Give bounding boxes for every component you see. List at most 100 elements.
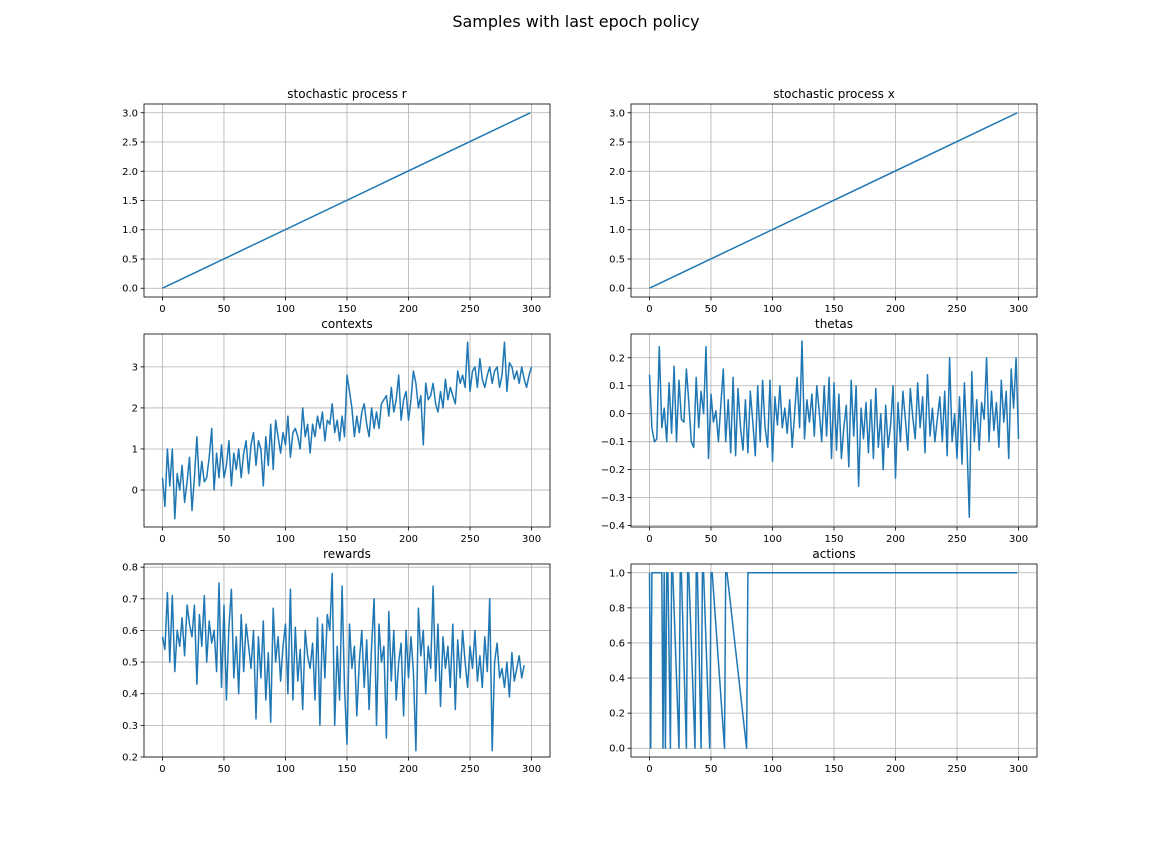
series-line [161, 572, 525, 752]
x-tick-label: 50 [705, 764, 718, 775]
y-tick-label: 2.0 [609, 167, 625, 178]
x-tick-label: 200 [399, 764, 418, 775]
y-tick-label: 2.5 [122, 138, 138, 149]
y-tick-label: 1.5 [122, 196, 138, 207]
subplot-title: contexts [321, 317, 372, 331]
y-tick-label: 1.0 [609, 568, 625, 579]
x-tick-label: 150 [824, 304, 843, 315]
x-tick-label: 200 [886, 534, 905, 545]
x-tick-label: 50 [705, 534, 718, 545]
y-tick-label: 2.5 [609, 138, 625, 149]
y-tick-label: 3 [132, 362, 138, 373]
series-line [161, 341, 533, 520]
y-tick-label: 0.6 [609, 638, 625, 649]
x-tick-label: 200 [399, 534, 418, 545]
subplot-title: stochastic process x [773, 87, 895, 101]
x-tick-label: 50 [218, 304, 231, 315]
x-tick-label: 300 [522, 304, 541, 315]
subplot-title: stochastic process r [287, 87, 406, 101]
subplot-title: thetas [815, 317, 853, 331]
axes-frame [143, 103, 551, 298]
axes-frame [630, 333, 1038, 528]
y-tick-label: 0.5 [122, 658, 138, 669]
y-tick-label: −0.4 [601, 521, 625, 532]
x-tick-label: 300 [522, 764, 541, 775]
series-line [648, 572, 1018, 749]
x-tick-label: 200 [886, 764, 905, 775]
subplot-rewards: rewards 0 50 100 150 200 250 300 0.2 0.3 0.4 0.5 0.6… [122, 547, 551, 775]
series-line [648, 340, 1020, 518]
y-tick-label: 0.4 [609, 674, 625, 685]
x-tick-label: 50 [705, 304, 718, 315]
y-tick-label: 0.0 [609, 409, 625, 420]
y-tick-label: 3.0 [609, 108, 625, 119]
x-tick-label: 150 [337, 304, 356, 315]
x-tick-label: 50 [218, 534, 231, 545]
subplot-thetas: thetas 0 50 100 150 200 250 300 −0.4 −0.3 −0.2 −0.1… [601, 317, 1038, 545]
x-tick-label: 0 [646, 534, 652, 545]
y-tick-label: 0.5 [122, 254, 138, 265]
series-line [649, 112, 1018, 289]
x-tick-label: 100 [763, 764, 782, 775]
x-tick-label: 100 [763, 534, 782, 545]
y-tick-label: 2.0 [122, 167, 138, 178]
subplot-stochastic-process-x: stochastic process x 0 50 100 150 200 250 300 0.… [609, 87, 1038, 315]
x-tick-label: 150 [337, 764, 356, 775]
y-tick-label: 3.0 [122, 108, 138, 119]
y-tick-label: 0.2 [609, 709, 625, 720]
figure-title: Samples with last epoch policy [452, 12, 700, 31]
y-tick-label: 0 [132, 486, 138, 497]
subplot-title: actions [812, 547, 855, 561]
x-tick-label: 200 [399, 304, 418, 315]
x-tick-label: 250 [460, 534, 479, 545]
x-tick-label: 100 [276, 534, 295, 545]
x-tick-label: 250 [460, 764, 479, 775]
axes-frame [143, 333, 551, 528]
subplot-title: rewards [323, 547, 371, 561]
y-tick-label: −0.1 [601, 437, 625, 448]
x-tick-label: 250 [947, 764, 966, 775]
y-tick-label: 1.0 [609, 225, 625, 236]
x-tick-label: 300 [1009, 534, 1028, 545]
x-tick-label: 0 [159, 764, 165, 775]
y-tick-label: 0.4 [122, 689, 138, 700]
axes-frame [143, 563, 551, 758]
y-tick-label: 2 [132, 403, 138, 414]
x-tick-label: 100 [763, 304, 782, 315]
axes-frame [630, 103, 1038, 298]
y-tick-label: 0.3 [122, 721, 138, 732]
subplot-contexts: contexts 0 50 100 150 200 250 300 0 1 2 3 [132, 317, 551, 545]
y-tick-label: 1.0 [122, 225, 138, 236]
x-tick-label: 0 [646, 304, 652, 315]
y-tick-label: 0.0 [609, 284, 625, 295]
y-tick-label: 0.0 [122, 284, 138, 295]
axes-frame [630, 563, 1038, 758]
x-tick-label: 300 [1009, 764, 1028, 775]
x-tick-label: 150 [824, 764, 843, 775]
y-tick-label: 0.6 [122, 626, 138, 637]
x-tick-label: 250 [947, 304, 966, 315]
y-tick-label: 0.8 [122, 563, 138, 574]
x-tick-label: 0 [159, 534, 165, 545]
x-tick-label: 250 [460, 304, 479, 315]
y-tick-label: 0.8 [609, 603, 625, 614]
y-tick-label: 1 [132, 444, 138, 455]
y-tick-label: 1.5 [609, 196, 625, 207]
x-tick-label: 0 [646, 764, 652, 775]
subplot-stochastic-process-r: stochastic process r 0 50 100 150 200 250 300 0.… [122, 87, 551, 315]
y-tick-label: 0.0 [609, 744, 625, 755]
y-tick-label: 0.2 [609, 353, 625, 364]
x-tick-label: 150 [337, 534, 356, 545]
x-tick-label: 150 [824, 534, 843, 545]
x-tick-label: 200 [886, 304, 905, 315]
x-tick-label: 300 [1009, 304, 1028, 315]
x-tick-label: 0 [159, 304, 165, 315]
y-tick-label: 0.7 [122, 594, 138, 605]
x-tick-label: 100 [276, 764, 295, 775]
y-tick-label: 0.5 [609, 254, 625, 265]
x-tick-label: 300 [522, 534, 541, 545]
y-tick-label: 0.1 [609, 381, 625, 392]
x-tick-label: 100 [276, 304, 295, 315]
y-tick-label: −0.2 [601, 465, 625, 476]
